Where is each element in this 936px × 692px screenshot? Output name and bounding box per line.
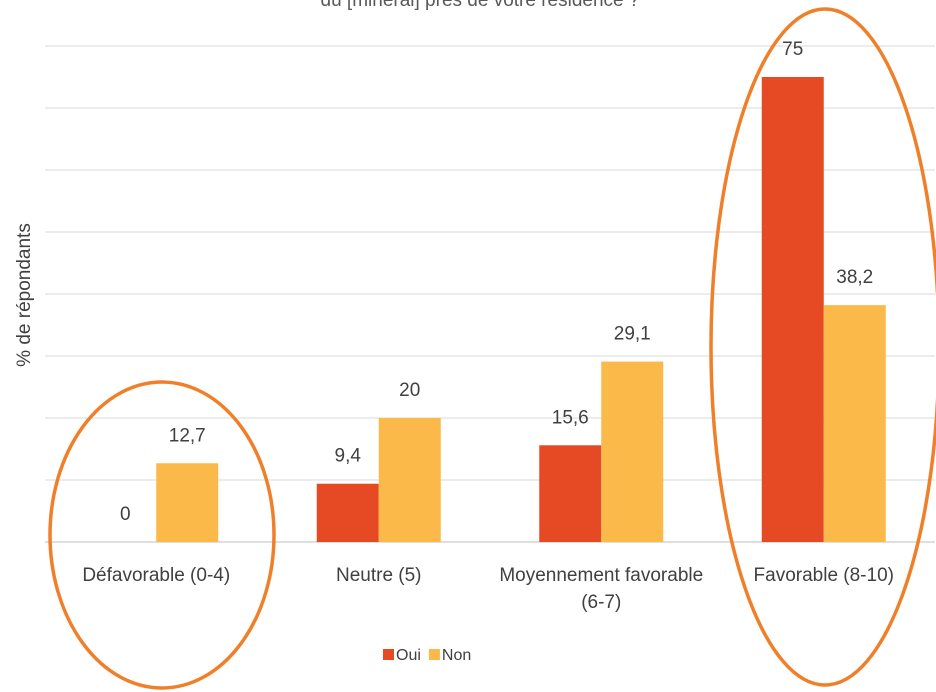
bar bbox=[316, 483, 379, 542]
bar bbox=[761, 77, 824, 542]
data-label: 12,7 bbox=[169, 425, 206, 446]
legend-label: Oui bbox=[396, 647, 421, 664]
bar bbox=[539, 445, 602, 542]
data-label: 15,6 bbox=[552, 407, 589, 428]
y-axis-label: % de répondants bbox=[14, 223, 35, 367]
chart-title: du [minéral] près de votre résidence ? bbox=[321, 0, 640, 11]
data-label: 9,4 bbox=[335, 446, 362, 467]
bar bbox=[601, 361, 664, 542]
bar bbox=[378, 418, 441, 542]
data-label: 29,1 bbox=[614, 324, 651, 345]
x-tick-label: Défavorable (0-4) bbox=[82, 565, 231, 586]
legend-swatch bbox=[383, 649, 394, 660]
data-label: 20 bbox=[399, 380, 420, 401]
highlight-ellipse bbox=[48, 380, 276, 690]
data-label: 38,2 bbox=[836, 267, 873, 288]
x-tick-label: Favorable (8-10) bbox=[753, 565, 894, 586]
bar bbox=[823, 305, 886, 542]
legend-swatch bbox=[428, 649, 440, 660]
legend-label: Non bbox=[442, 647, 471, 664]
x-tick-label: Moyennement favorable (6-7) bbox=[499, 565, 704, 613]
x-tick-label: Neutre (5) bbox=[335, 565, 422, 586]
data-label: 75 bbox=[782, 39, 803, 60]
highlight-ellipse bbox=[709, 7, 936, 687]
data-label: 0 bbox=[120, 504, 131, 525]
bar bbox=[156, 463, 219, 542]
